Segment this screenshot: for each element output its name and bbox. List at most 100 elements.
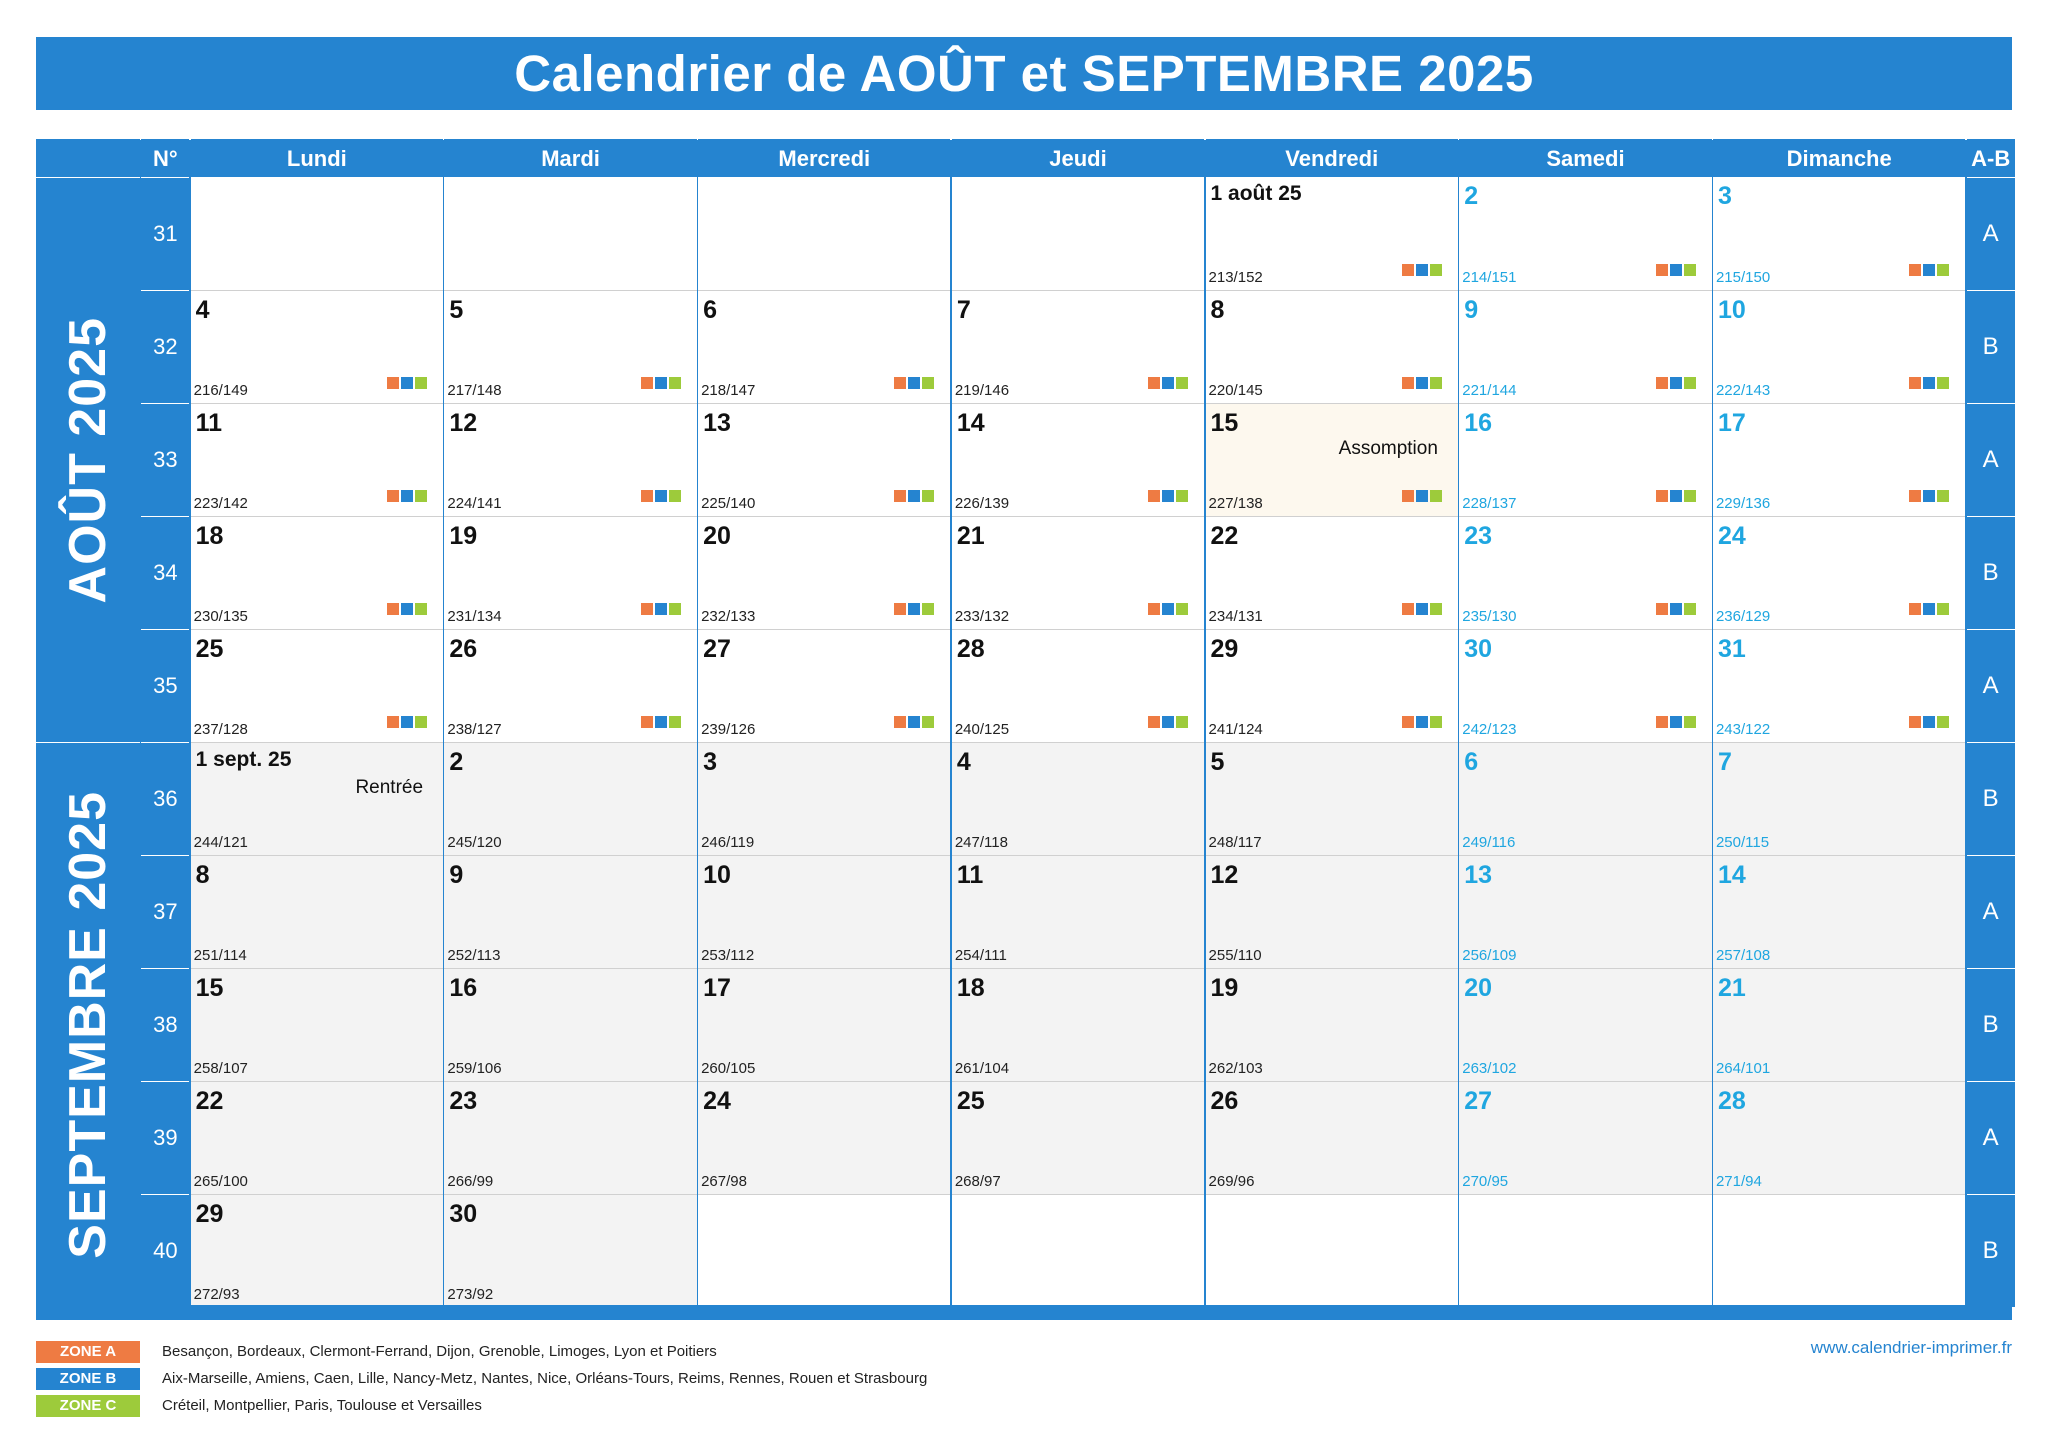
day-cell[interactable]: 5 248/117	[1205, 742, 1458, 855]
day-cell[interactable]: 3 246/119	[698, 742, 951, 855]
day-of-year: 214/151	[1462, 269, 1517, 286]
day-number: 11	[956, 861, 984, 889]
day-cell[interactable]: 14 257/108	[1712, 855, 1966, 968]
day-cell[interactable]: 8 220/145	[1205, 290, 1458, 403]
day-cell[interactable]: 30 273/92	[444, 1194, 697, 1307]
day-cell[interactable]: 17 229/136	[1712, 403, 1966, 516]
day-cell[interactable]: 9 252/113	[444, 855, 697, 968]
school-holiday-zones	[387, 490, 428, 502]
day-cell[interactable]: 12 224/141	[444, 403, 697, 516]
day-cell[interactable]: 27 239/126	[698, 629, 951, 742]
day-cell[interactable]: 26 238/127	[444, 629, 697, 742]
day-cell[interactable]: 30 242/123	[1459, 629, 1712, 742]
day-cell[interactable]: 16 259/106	[444, 968, 697, 1081]
zone-c-marker	[1176, 377, 1189, 389]
week-number: 39	[141, 1081, 190, 1194]
day-cell[interactable]: 17 260/105	[698, 968, 951, 1081]
day-of-year: 247/118	[954, 834, 1008, 851]
zone-a-marker	[1909, 264, 1922, 276]
day-cell[interactable]: 11 223/142	[190, 403, 444, 516]
day-cell[interactable]: 20 263/102	[1459, 968, 1712, 1081]
day-cell[interactable]: 13 256/109	[1459, 855, 1712, 968]
day-number: 9	[449, 861, 464, 889]
day-cell[interactable]: 23 235/130	[1459, 516, 1712, 629]
day-cell[interactable]: 2 245/120	[444, 742, 697, 855]
school-holiday-zones	[894, 377, 935, 389]
day-of-year: 220/145	[1208, 382, 1263, 399]
zone-a-marker	[1148, 603, 1161, 615]
day-cell[interactable]: 20 232/133	[698, 516, 951, 629]
day-cell[interactable]: 10 253/112	[698, 855, 951, 968]
day-cell[interactable]: 11 254/111	[951, 855, 1205, 968]
day-cell[interactable]: 4 216/149	[190, 290, 444, 403]
day-cell[interactable]: 6 249/116	[1459, 742, 1712, 855]
day-cell[interactable]: 22 265/100	[190, 1081, 444, 1194]
day-cell[interactable]: 7 219/146	[951, 290, 1205, 403]
day-cell[interactable]: 18 230/135	[190, 516, 444, 629]
day-cell[interactable]: 2 214/151	[1459, 177, 1712, 290]
day-cell[interactable]: 9 221/144	[1459, 290, 1712, 403]
zone-b-marker	[401, 603, 414, 615]
day-cell[interactable]: 21 233/132	[951, 516, 1205, 629]
day-cell[interactable]: 7 250/115	[1712, 742, 1966, 855]
day-number: 5	[449, 296, 464, 324]
zone-b-marker	[1923, 603, 1936, 615]
day-of-year: 261/104	[954, 1060, 1010, 1077]
day-cell[interactable]: 29 272/93	[190, 1194, 444, 1307]
day-cell[interactable]: 22 234/131	[1205, 516, 1458, 629]
day-number: 29	[1210, 635, 1239, 663]
day-cell[interactable]: 3 215/150	[1712, 177, 1966, 290]
day-cell[interactable]: 25 268/97	[951, 1081, 1205, 1194]
day-cell[interactable]: 14 226/139	[951, 403, 1205, 516]
zone-cities: Besançon, Bordeaux, Clermont-Ferrand, Di…	[162, 1343, 717, 1360]
school-holiday-zones	[1909, 264, 1950, 276]
day-cell[interactable]: 25 237/128	[190, 629, 444, 742]
day-cell[interactable]: 1 sept. 25 Rentrée 244/121	[190, 742, 444, 855]
zone-b-marker	[654, 377, 667, 389]
zone-a-marker	[1655, 603, 1668, 615]
day-cell[interactable]: 27 270/95	[1459, 1081, 1712, 1194]
day-cell[interactable]: 13 225/140	[698, 403, 951, 516]
day-cell[interactable]: 10 222/143	[1712, 290, 1966, 403]
day-cell[interactable]: 16 228/137	[1459, 403, 1712, 516]
website-link[interactable]: www.calendrier-imprimer.fr	[1810, 1338, 2012, 1357]
day-number: 31	[1717, 635, 1746, 663]
zone-a-marker	[1148, 377, 1161, 389]
day-cell[interactable]: 19 231/134	[444, 516, 697, 629]
day-cell[interactable]: 28 240/125	[951, 629, 1205, 742]
day-cell[interactable]: 12 255/110	[1205, 855, 1458, 968]
day-cell[interactable]: 18 261/104	[951, 968, 1205, 1081]
day-cell[interactable]: 23 266/99	[444, 1081, 697, 1194]
day-number: 19	[1210, 974, 1239, 1002]
school-holiday-zones	[387, 716, 428, 728]
zone-c-marker	[415, 490, 428, 502]
day-cell[interactable]: 6 218/147	[698, 290, 951, 403]
zone-c-marker	[922, 603, 935, 615]
zone-c-marker	[415, 716, 428, 728]
week-ab: B	[1966, 968, 2015, 1081]
day-cell[interactable]: 8 251/114	[190, 855, 444, 968]
day-number: 23	[449, 1087, 478, 1115]
day-cell[interactable]: 1 août 25 213/152	[1205, 177, 1458, 290]
week-ab: A	[1966, 1081, 2015, 1194]
day-cell[interactable]: 15 Assomption 227/138	[1205, 403, 1458, 516]
day-cell[interactable]: 5 217/148	[444, 290, 697, 403]
day-number: 22	[195, 1087, 224, 1115]
zone-a-marker	[894, 716, 907, 728]
day-cell[interactable]: 28 271/94	[1712, 1081, 1966, 1194]
zone-a-marker	[1401, 603, 1414, 615]
school-holiday-zones	[640, 490, 681, 502]
day-cell[interactable]: 24 236/129	[1712, 516, 1966, 629]
school-holiday-zones	[1655, 716, 1696, 728]
day-cell[interactable]: 26 269/96	[1205, 1081, 1458, 1194]
day-cell[interactable]: 21 264/101	[1712, 968, 1966, 1081]
day-cell[interactable]: 31 243/122	[1712, 629, 1966, 742]
day-of-year: 244/121	[193, 834, 248, 851]
day-cell[interactable]: 19 262/103	[1205, 968, 1458, 1081]
day-cell[interactable]: 29 241/124	[1205, 629, 1458, 742]
day-number: 30	[1464, 635, 1493, 663]
day-cell[interactable]: 24 267/98	[698, 1081, 951, 1194]
day-cell[interactable]: 4 247/118	[951, 742, 1205, 855]
zone-a-marker	[894, 490, 907, 502]
day-cell[interactable]: 15 258/107	[190, 968, 444, 1081]
